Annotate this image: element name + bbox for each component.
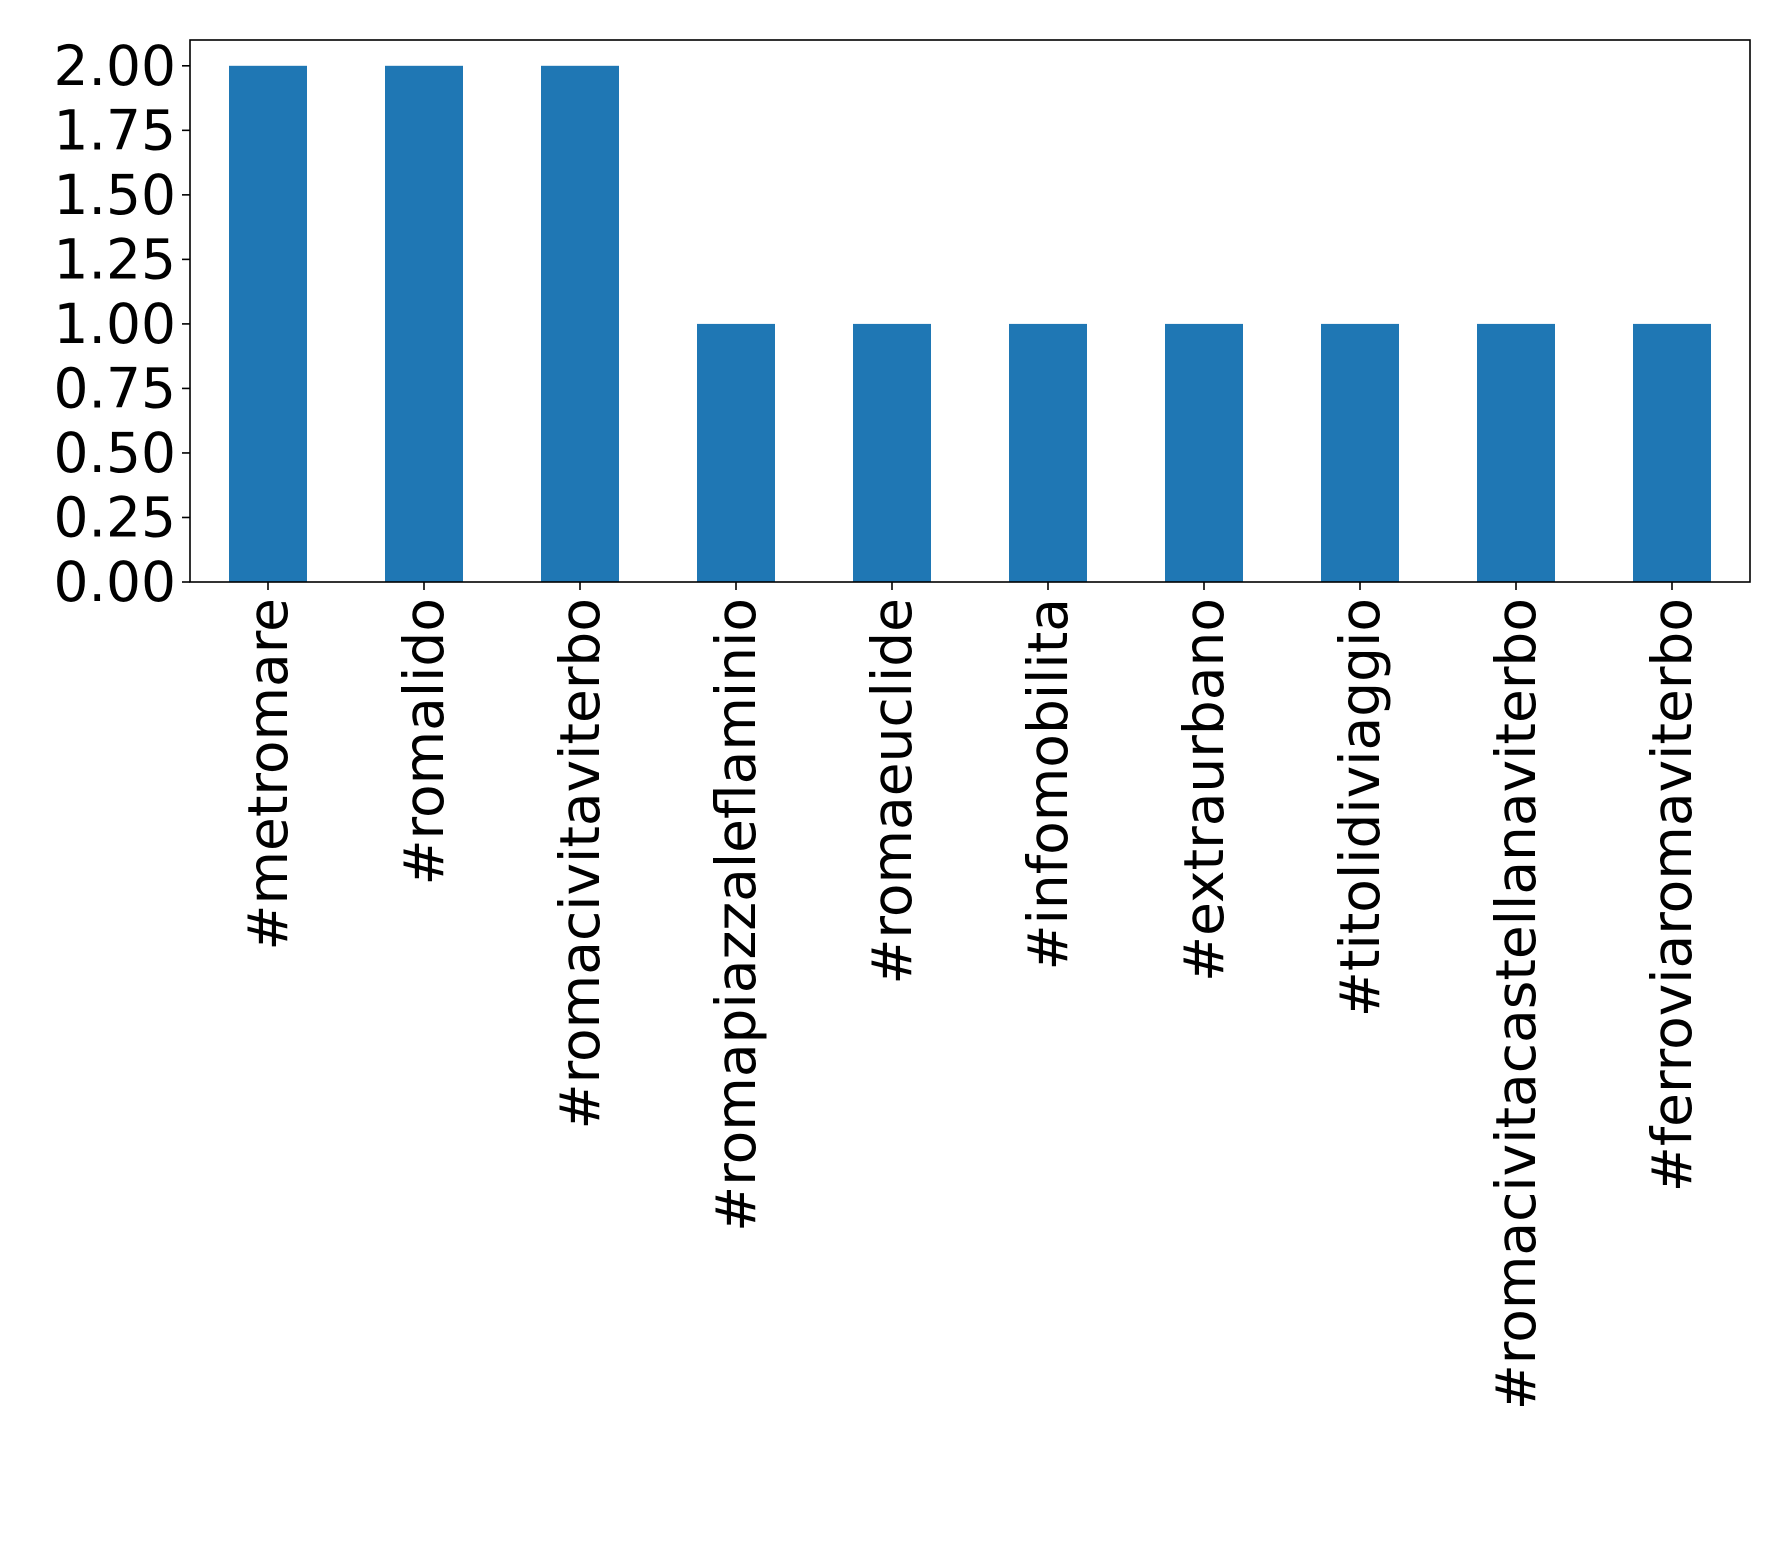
bar-extraurbano: [1165, 323, 1243, 582]
x-tick-label: #romalido: [392, 598, 456, 886]
y-tick-label: 0.75: [54, 356, 176, 420]
x-tick-label: #extraurbano: [1172, 598, 1236, 982]
x-tick-label: #ferroviaromaviterbo: [1640, 598, 1704, 1192]
y-tick-label: 1.50: [54, 163, 176, 227]
x-tick-label: #infomobilita: [1016, 598, 1080, 971]
y-tick-label: 0.00: [54, 550, 176, 614]
x-axis: #metromare #romalido #romacivitaviterbo #ro…: [236, 582, 1704, 1410]
y-tick-label: 1.75: [54, 98, 176, 162]
bar-titolidiviaggio: [1321, 323, 1399, 582]
bar-ferroviaromaviterbo: [1633, 323, 1711, 582]
bar-infomobilita: [1009, 323, 1087, 582]
y-tick-label: 0.50: [54, 421, 176, 485]
x-tick-label: #titolidiviaggio: [1328, 598, 1392, 1017]
plot-area-frame: [189, 39, 1751, 583]
bar-romaeuclide: [853, 323, 931, 582]
x-tick-label: #romaeuclide: [860, 598, 924, 985]
y-tick-label: 1.00: [54, 292, 176, 356]
bars-group: [229, 65, 1711, 583]
bar-romalido: [385, 65, 463, 583]
x-tick-label: #romapiazzaleflaminio: [704, 598, 768, 1232]
bar-romapiazzaleflaminio: [697, 323, 775, 582]
x-tick-label: #romacivitaviterbo: [548, 598, 612, 1129]
y-tick-label: 2.00: [54, 34, 176, 98]
y-tick-label: 1.25: [54, 227, 176, 291]
x-tick-label: #metromare: [236, 598, 300, 951]
y-axis: 0.000.250.500.751.001.251.501.752.00: [54, 34, 190, 614]
y-tick-label: 0.25: [54, 485, 176, 549]
bar-romacivitaviterbo: [541, 65, 619, 583]
bar-romacivitacastellanaviterbo: [1477, 323, 1555, 582]
x-tick-label: #romacivitacastellanaviterbo: [1484, 598, 1548, 1410]
bar-metromare: [229, 65, 307, 583]
